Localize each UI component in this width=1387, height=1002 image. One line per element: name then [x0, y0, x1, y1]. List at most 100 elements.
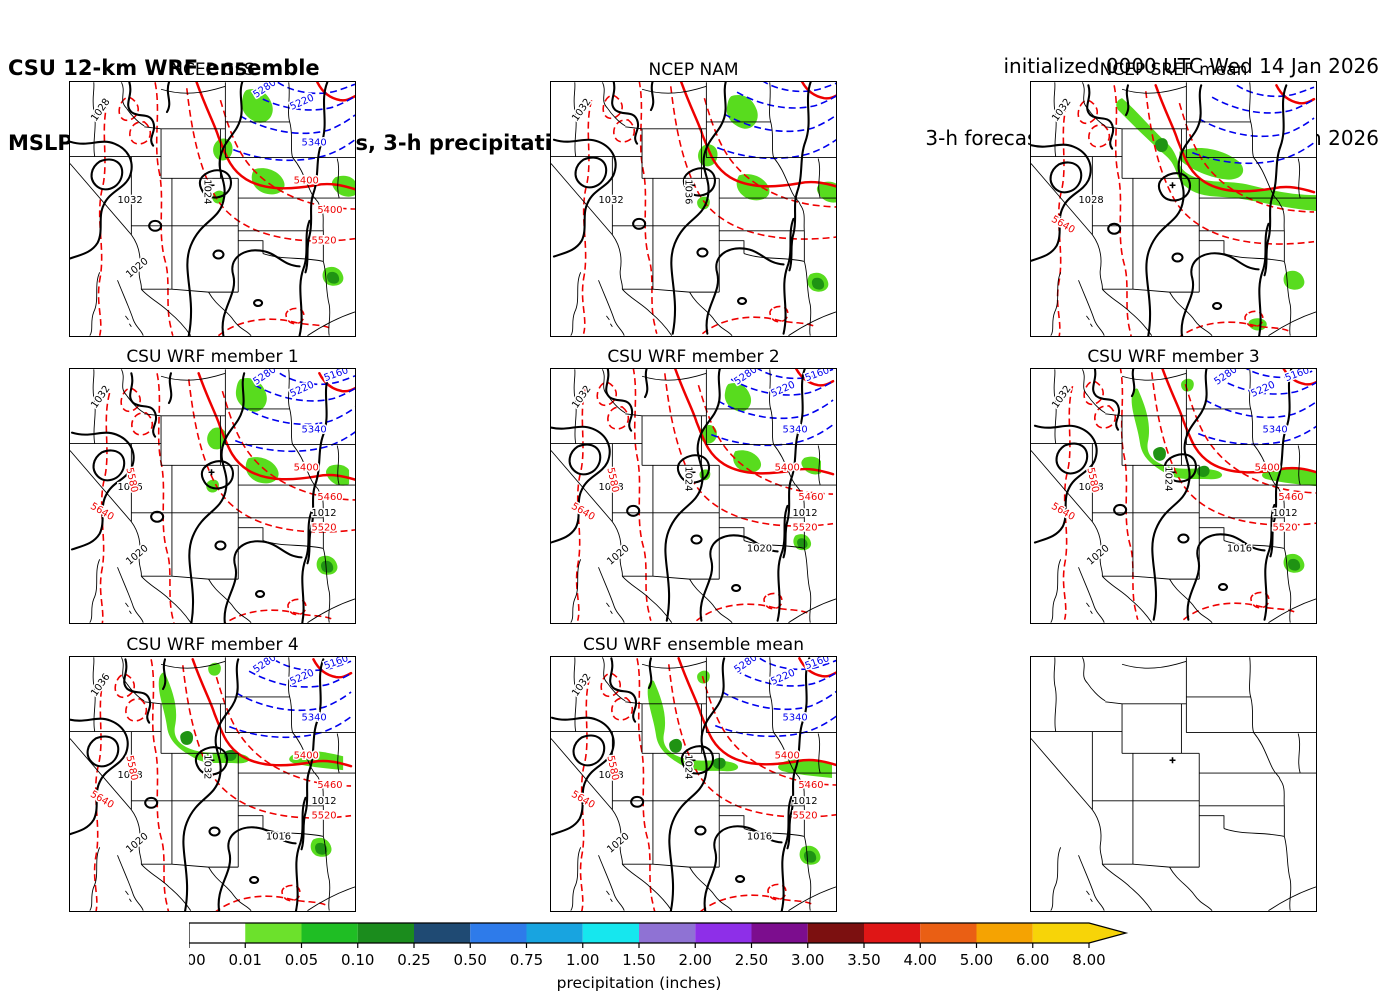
contour-label: 1020 [747, 543, 772, 554]
contour-label: 1012 [1272, 508, 1297, 519]
contour-label: 1028 [1079, 482, 1104, 493]
weather-map [1030, 656, 1317, 912]
panel-wrf-member-1: CSU WRF member 1 1032 1036 1020 1012 540… [69, 347, 356, 624]
colorbar-tick-label: 2.50 [735, 951, 768, 969]
contour-label: 1020 [124, 543, 150, 568]
colorbar-tick-label: 0.01 [229, 951, 262, 969]
colorbar-segment [582, 923, 639, 943]
contour-label: 1020 [124, 831, 150, 856]
colorbar-segment [189, 923, 246, 943]
weather-map: 1032 1032 1036 [550, 81, 837, 337]
contour-label: 5460 [798, 492, 823, 503]
colorbar-tick-labels: 0.00 0.01 0.05 0.10 0.25 0.50 0.75 1.00 … [172, 951, 1105, 969]
weather-map: 1032 1036 1020 1012 5400 5460 5520 5640 … [69, 368, 356, 624]
contour-label: 5460 [1278, 492, 1303, 503]
colorbar-segment [357, 923, 414, 943]
contour-label: 5460 [317, 492, 342, 503]
panel-title: NCEP SREF mean [1099, 60, 1248, 80]
contour-label: 1028 [118, 770, 143, 781]
contour-label: 5640 [1049, 501, 1076, 523]
contour-label: 5520 [792, 811, 817, 822]
contour-label: 1016 [266, 831, 291, 842]
colorbar-tick-label: 6.00 [1016, 951, 1049, 969]
contour-label: 5160 [804, 368, 831, 384]
contour-label: 5340 [302, 425, 327, 436]
precipitation-colorbar: 0.00 0.01 0.05 0.10 0.25 0.50 0.75 1.00 … [172, 922, 1139, 1002]
contour-label: 1020 [1085, 543, 1111, 568]
contour-label: 5520 [792, 523, 817, 534]
panel-title: NCEP GFS [170, 60, 255, 80]
panel-title: CSU WRF member 2 [607, 347, 780, 367]
colorbar-tick-label: 3.00 [791, 951, 824, 969]
colorbar-segment [301, 923, 358, 943]
colorbar-segment [639, 923, 696, 943]
contour-label: 5400 [775, 462, 800, 473]
contour-label: 1016 [1227, 543, 1252, 554]
weather-map: 1032 1028 1024 1020 1016 1012 5400 5460 … [1030, 368, 1317, 624]
contour-label: 5400 [317, 205, 342, 216]
contour-label: 1012 [311, 508, 336, 519]
contour-label: 1024 [202, 179, 213, 204]
contour-label: 1016 [747, 831, 772, 842]
contour-label: 5340 [1263, 425, 1288, 436]
contour-label: 5280 [732, 656, 759, 676]
contour-label: 5400 [1255, 462, 1280, 473]
panel-ncep-sref-mean: NCEP SREF mean 1032 1028 5640 [1030, 60, 1317, 337]
colorbar-svg: 0.00 0.01 0.05 0.10 0.25 0.50 0.75 1.00 … [172, 922, 1129, 992]
contour-label: 1036 [683, 179, 694, 204]
contour-label: 1028 [599, 770, 624, 781]
contour-label: 5340 [783, 425, 808, 436]
weather-map: 1032 1028 1024 1020 1016 1012 5400 5460 … [550, 656, 837, 912]
contour-label: 1020 [605, 831, 631, 856]
contour-label: 1024 [1163, 466, 1174, 491]
colorbar-segment [1032, 923, 1089, 943]
colorbar-tick-label: 8.00 [1072, 951, 1105, 969]
contour-label: 5280 [251, 656, 278, 676]
contour-label: 5520 [311, 811, 336, 822]
panel-title: CSU WRF member 1 [126, 347, 299, 367]
contour-label: 1024 [683, 466, 694, 491]
panel-title: NCEP NAM [648, 60, 739, 80]
colorbar-tick-label: 0.25 [397, 951, 430, 969]
colorbar-extend-arrow [1089, 923, 1126, 943]
contour-label: 5460 [317, 780, 342, 791]
colorbar-tick-label: 0.00 [189, 951, 206, 969]
contour-label: 5220 [288, 380, 315, 400]
contour-label: 1032 [118, 195, 143, 206]
colorbar-outline [188, 922, 1129, 944]
contour-label: 5340 [783, 713, 808, 724]
colorbar-tick-label: 1.00 [566, 951, 599, 969]
colorbar-tick-label: 1.50 [622, 951, 655, 969]
colorbar-tick-label: 5.00 [960, 951, 993, 969]
panel-blank-reference-map [1030, 635, 1317, 912]
colorbar-segments [189, 923, 1126, 943]
colorbar-segment [414, 923, 471, 943]
panel-title [1030, 635, 1317, 656]
contour-label: 5160 [323, 656, 350, 672]
contour-label: 1012 [311, 796, 336, 807]
contour-label: 5400 [294, 175, 319, 186]
colorbar-tick-label: 0.05 [285, 951, 318, 969]
panel-wrf-ensemble-mean: CSU WRF ensemble mean 1032 1028 1024 102… [550, 635, 837, 912]
colorbar-segment [470, 923, 527, 943]
panel-title: CSU WRF ensemble mean [582, 635, 804, 655]
colorbar-segment [976, 923, 1033, 943]
weather-map: 1032 1028 1024 1020 1020 1012 5400 5460 … [550, 368, 837, 624]
contour-label: 5220 [288, 668, 315, 688]
weather-map: 1032 1028 5640 [1030, 81, 1317, 337]
contour-label: 1020 [124, 256, 150, 281]
contour-label: 5280 [251, 368, 278, 388]
contour-label: 5220 [769, 380, 796, 400]
colorbar-ticks [188, 943, 1090, 948]
contour-label: 1032 [599, 195, 624, 206]
contour-label: 5400 [775, 750, 800, 761]
colorbar-tick-label: 0.75 [510, 951, 543, 969]
colorbar-tick-label: 2.00 [679, 951, 712, 969]
panel-wrf-member-2: CSU WRF member 2 1032 1028 1024 1020 102… [550, 347, 837, 624]
panel-ncep-gfs: NCEP GFS 1028 1032 1024 1020 5400 5400 5… [69, 60, 356, 337]
panel-title: CSU WRF member 4 [126, 635, 299, 655]
contour-label: 1028 [599, 482, 624, 493]
figure-title-line1: CSU 12-km WRF ensemble [8, 56, 320, 80]
weather-map: 1028 1032 1024 1020 5400 5400 5520 5340 … [69, 81, 356, 337]
